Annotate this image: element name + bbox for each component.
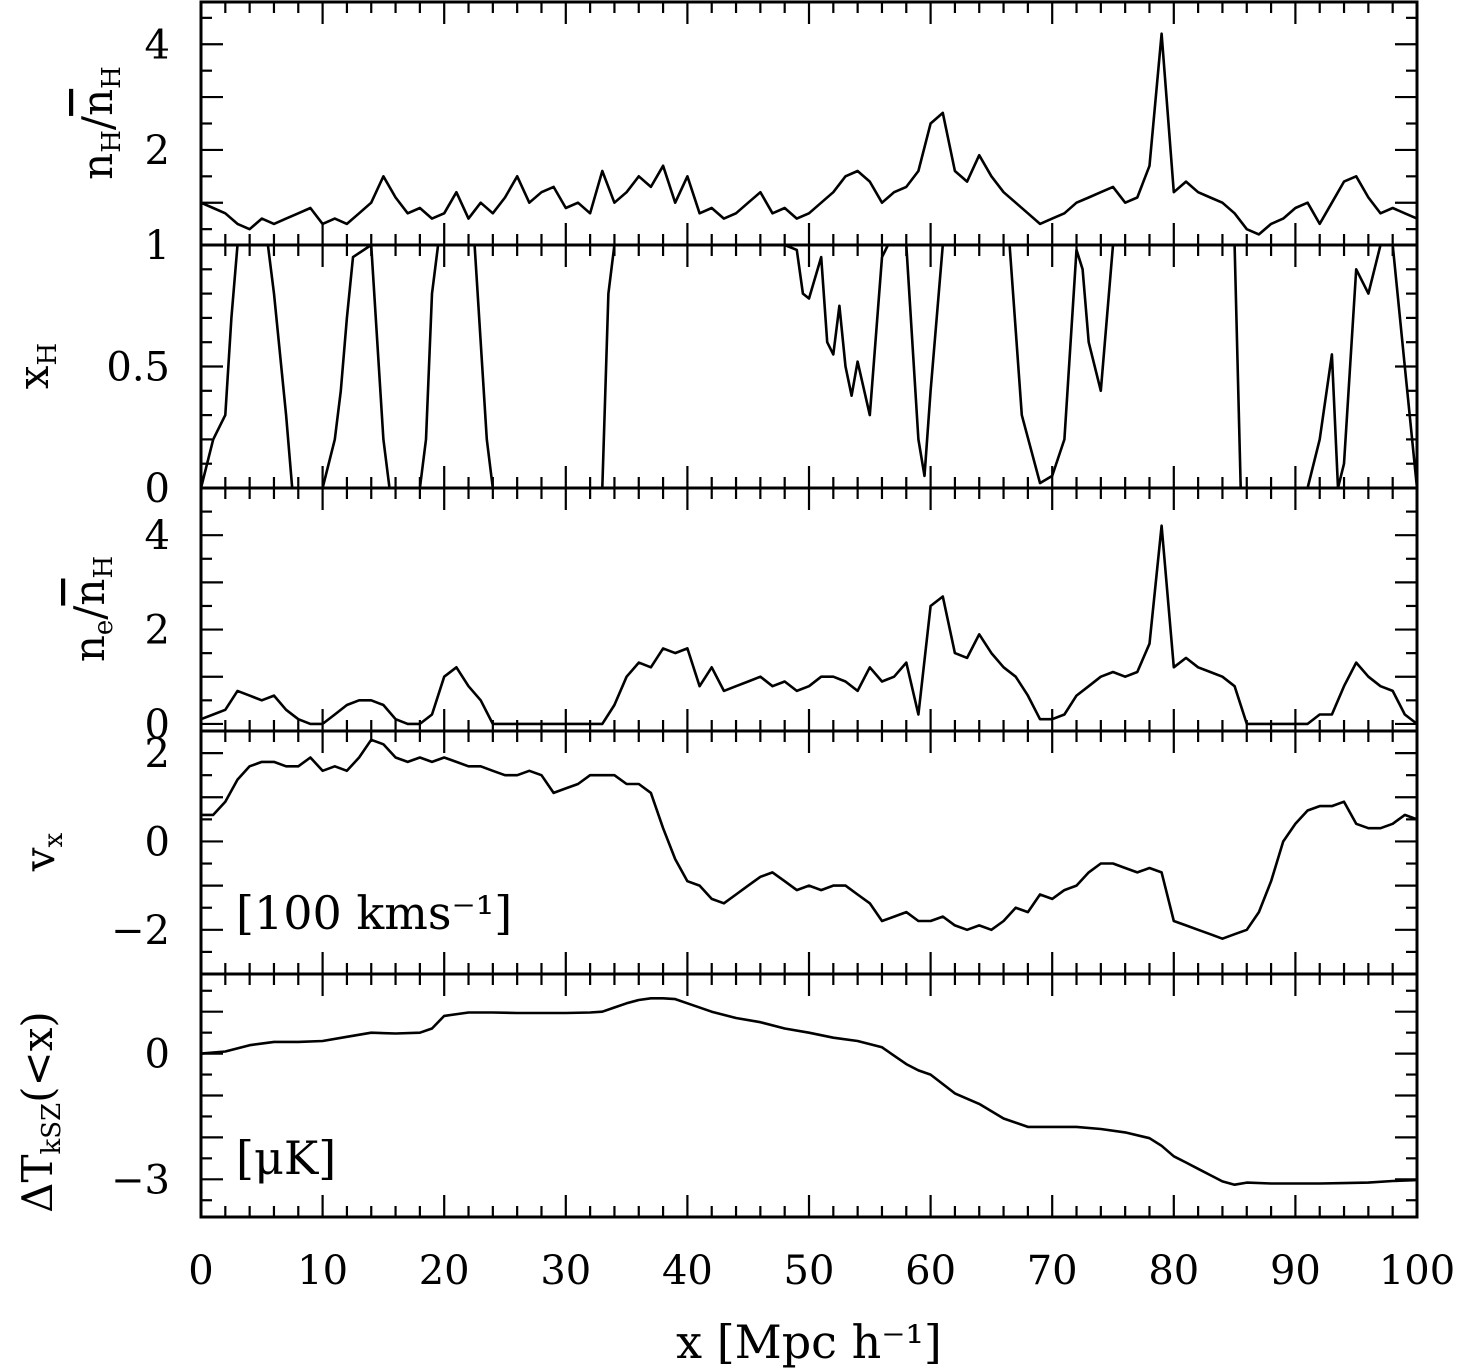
y-tick-label: 0 bbox=[145, 1032, 170, 1078]
x-tick-label: 80 bbox=[1148, 1248, 1199, 1294]
x-tick-labels: 0 10 20 30 40 50 60 70 80 90 100 bbox=[188, 1248, 1455, 1294]
panel-vx-unit-label: [100 kms⁻¹] bbox=[236, 886, 512, 940]
panel-vx-ytick-labels: −2 0 2 bbox=[111, 731, 170, 954]
y-tick-label: 1 bbox=[145, 223, 170, 269]
x-axis-label: x [Mpc h⁻¹] bbox=[676, 1315, 942, 1369]
y-tick-label: 2 bbox=[145, 731, 170, 777]
y-tick-label: −3 bbox=[111, 1157, 170, 1203]
y-tick-label: −2 bbox=[111, 908, 170, 954]
x-tick-label: 90 bbox=[1270, 1248, 1321, 1294]
x-tick-label: 30 bbox=[540, 1248, 591, 1294]
x-tick-label: 60 bbox=[905, 1248, 956, 1294]
panel-nH-frame bbox=[199, 0, 1419, 247]
y-tick-label: 2 bbox=[145, 608, 170, 654]
x-tick-label: 50 bbox=[784, 1248, 835, 1294]
y-tick-label: 0.5 bbox=[106, 345, 170, 391]
x-tick-label: 100 bbox=[1379, 1248, 1455, 1294]
y-tick-label: 0 bbox=[145, 466, 170, 512]
x-tick-label: 0 bbox=[188, 1248, 213, 1294]
panel-vx: −2 0 2 vx [100 kms⁻¹] bbox=[15, 729, 1419, 976]
panel-ne-ytick-labels: 0 2 4 bbox=[145, 513, 170, 748]
panel-nH-series-line bbox=[199, 32, 1419, 236]
y-tick-label: 0 bbox=[145, 819, 170, 865]
panel-ne-ticks bbox=[199, 486, 1419, 731]
y-tick-label: 2 bbox=[145, 128, 170, 174]
panel-nH: 24 nH/nH bbox=[73, 0, 1419, 247]
panel-dT-ylabel: ΔTkSZ(<x) bbox=[13, 1011, 67, 1213]
x-tick-label: 40 bbox=[662, 1248, 713, 1294]
panel-dT-frame bbox=[199, 972, 1419, 1219]
panel-dT-unit-label: [μK] bbox=[236, 1131, 336, 1185]
panel-dT-series-line bbox=[199, 997, 1419, 1186]
panel-ne-frame bbox=[199, 486, 1419, 733]
panel-xH: 00.51 xH bbox=[9, 223, 1419, 512]
x-tick-label: 70 bbox=[1027, 1248, 1078, 1294]
panel-vx-ticks bbox=[199, 729, 1419, 976]
panel-xH-series-line bbox=[199, 243, 1419, 490]
panel-xH-ylabel: xH bbox=[9, 343, 63, 389]
panel-dT: −3 0 ΔTkSZ(<x) [μK] bbox=[13, 972, 1419, 1219]
panel-dT-ticks bbox=[199, 974, 1419, 1217]
panel-ne-series-line bbox=[199, 524, 1419, 726]
panel-vx-ylabel: vx bbox=[15, 832, 69, 872]
panel-xH-ytick-labels: 00.51 bbox=[106, 223, 170, 512]
y-tick-label: 4 bbox=[145, 22, 170, 68]
x-tick-label: 10 bbox=[297, 1248, 348, 1294]
x-tick-label: 20 bbox=[419, 1248, 470, 1294]
panel-vx-series-line bbox=[199, 738, 1419, 940]
y-tick-label: 4 bbox=[145, 513, 170, 559]
panel-dT-ytick-labels: −3 0 bbox=[111, 1032, 170, 1204]
panel-nH-ytick-labels: 24 bbox=[145, 22, 170, 174]
panel-ne: 0 2 4 ne/nH bbox=[65, 486, 1419, 748]
y-tick-label: 0 bbox=[145, 702, 170, 748]
panel-nH-ylabel: nH/nH bbox=[73, 66, 127, 180]
panel-nH-ticks bbox=[199, 2, 1419, 245]
panel-ne-ylabel: ne/nH bbox=[65, 556, 119, 662]
